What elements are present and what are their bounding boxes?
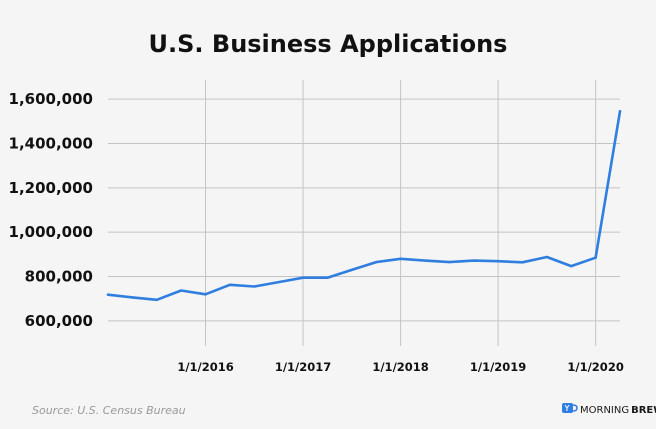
brew-cup-icon — [562, 403, 578, 413]
x-tick-label: 1/1/2020 — [567, 360, 623, 374]
data-point — [374, 260, 378, 264]
data-point — [228, 283, 232, 286]
series-layer — [106, 110, 622, 302]
series-line — [106, 110, 622, 302]
grid — [108, 80, 620, 346]
data-point — [301, 276, 305, 279]
data-point — [521, 261, 524, 264]
x-tick-label: 1/1/2017 — [275, 360, 331, 374]
y-tick-label: 1,200,000 — [9, 179, 93, 197]
data-point — [448, 260, 451, 264]
data-point — [594, 256, 597, 259]
y-tick-label: 1,600,000 — [9, 90, 93, 108]
chart-title: U.S. Business Applications — [149, 30, 508, 58]
data-point — [155, 298, 158, 302]
y-axis-ticks: 600,000 800,000 1,000,000 1,200,000 1,400,00… — [9, 90, 93, 330]
brand-name-part1: MORNING — [580, 405, 629, 416]
data-point — [423, 259, 427, 262]
source-note: Source: U.S. Census Bureau — [32, 404, 186, 417]
y-tick-label: 1,400,000 — [9, 134, 93, 152]
data-point — [618, 110, 622, 113]
data-point — [472, 259, 475, 262]
morning-brew-logo: MORNINGBREW — [562, 403, 656, 416]
svg-text:MORNINGBREW: MORNINGBREW — [580, 405, 656, 416]
x-axis-ticks: 1/1/2016 1/1/2017 1/1/2018 1/1/2019 1/1/2020 — [177, 360, 624, 374]
x-tick-label: 1/1/2019 — [470, 360, 526, 374]
data-point — [253, 285, 256, 288]
data-point — [496, 260, 500, 263]
y-tick-label: 1,000,000 — [9, 223, 93, 241]
data-point — [131, 296, 134, 299]
x-tick-label: 1/1/2018 — [372, 360, 428, 374]
x-tick-label: 1/1/2016 — [177, 360, 233, 374]
y-tick-label: 600,000 — [25, 312, 93, 330]
y-tick-label: 800,000 — [25, 268, 93, 286]
data-point — [277, 280, 280, 284]
brand-name-part2: BREW — [631, 405, 656, 416]
data-point — [326, 276, 329, 279]
data-point — [399, 257, 402, 260]
data-point — [350, 268, 354, 272]
data-point — [106, 293, 110, 296]
data-point — [545, 255, 549, 259]
data-point — [204, 293, 207, 296]
data-point — [570, 264, 573, 268]
data-point — [179, 289, 183, 292]
